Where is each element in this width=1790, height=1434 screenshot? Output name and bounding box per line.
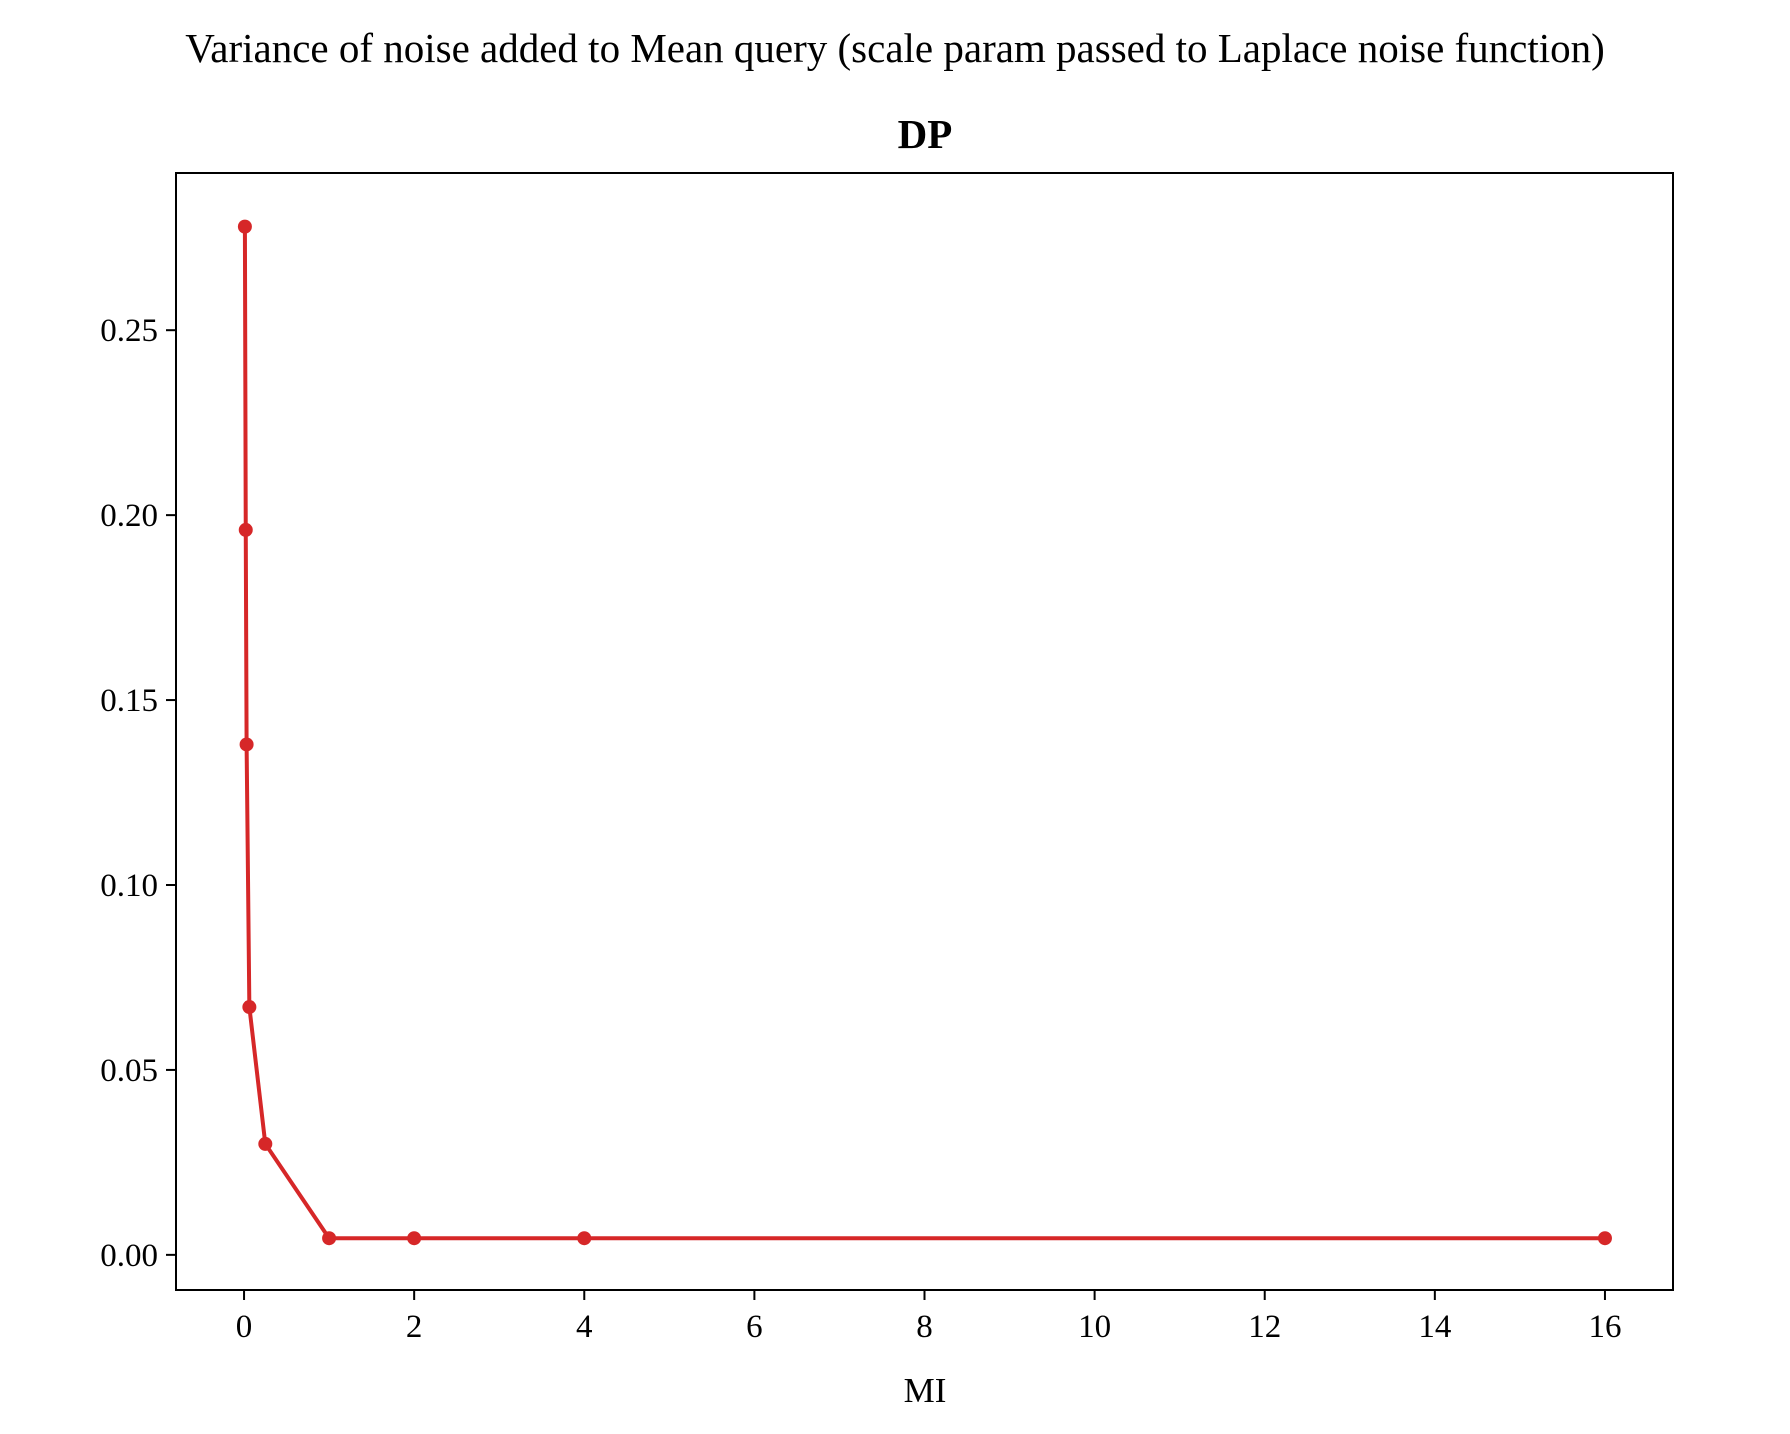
data-point	[1597, 1231, 1612, 1246]
x-axis-label: MI	[904, 1371, 947, 1410]
x-tick-label: 12	[1248, 1309, 1281, 1345]
x-tick-label: 2	[406, 1309, 423, 1345]
chart-title: DP	[898, 111, 953, 157]
y-tick-label: 0.05	[100, 1053, 158, 1089]
y-tick-label: 0.00	[100, 1238, 158, 1274]
data-point	[237, 219, 252, 234]
data-point	[407, 1231, 422, 1246]
x-tick-label: 0	[236, 1309, 253, 1345]
y-axis: 0.00 0.05 0.10 0.15 0.20 0.25	[100, 313, 176, 1274]
data-point	[238, 522, 253, 537]
series-line	[242, 226, 1605, 1241]
data-point	[258, 1136, 273, 1151]
data-point	[322, 1231, 337, 1246]
y-tick-label: 0.20	[100, 498, 158, 534]
plot-frame	[175, 172, 1674, 1291]
y-tick-label: 0.25	[100, 313, 158, 349]
data-point	[577, 1231, 592, 1246]
plot-area	[175, 172, 1674, 1291]
chart-suptitle: Variance of noise added to Mean query (s…	[185, 25, 1605, 71]
x-axis: 0 2 4 6 8 10 12 14 16	[236, 1290, 1621, 1345]
x-tick-label: 6	[746, 1309, 763, 1345]
x-tick-label: 14	[1418, 1309, 1451, 1345]
x-tick-label: 16	[1588, 1309, 1621, 1345]
x-tick-label: 10	[1078, 1309, 1111, 1345]
data-point	[239, 737, 254, 752]
data-point	[242, 1000, 257, 1015]
y-tick-label: 0.10	[100, 868, 158, 904]
series-layer	[237, 219, 1612, 1246]
x-tick-label: 4	[576, 1309, 593, 1345]
y-tick-label: 0.15	[100, 683, 158, 719]
x-tick-label: 8	[916, 1309, 933, 1345]
